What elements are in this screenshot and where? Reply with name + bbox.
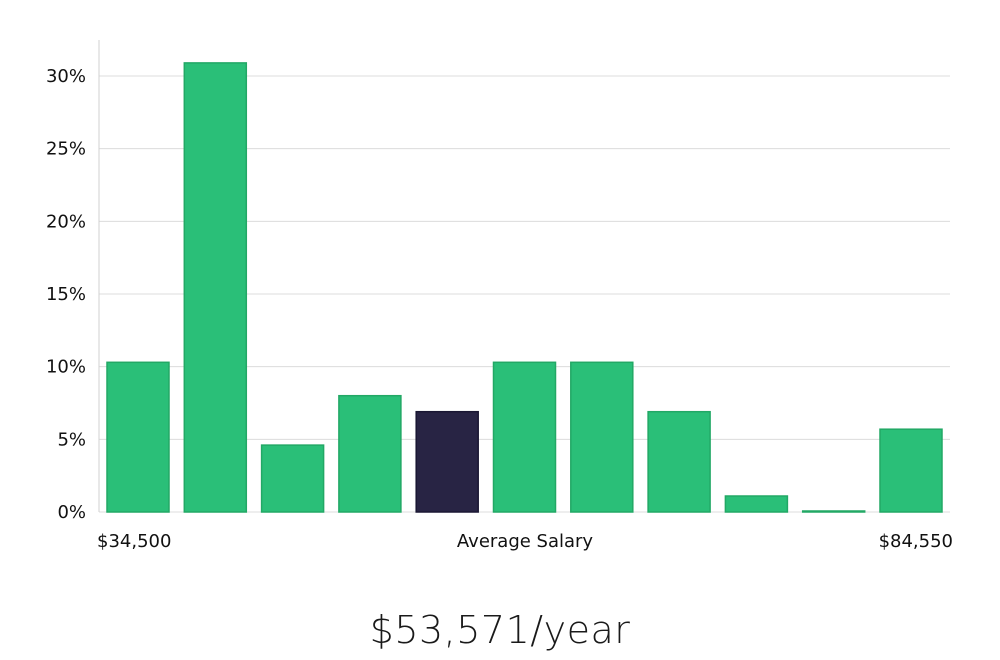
bar [260,444,325,513]
bar [879,428,943,513]
x-axis-title: Average Salary [457,531,594,552]
bar [338,394,402,513]
x-max-label: $84,550 [879,531,953,552]
x-min-label: $34,500 [97,531,171,552]
y-tick-label: 15% [46,284,86,305]
y-tick-label: 10% [46,357,86,378]
bar-highlighted [415,410,479,513]
y-tick-labels: 0% 5% 10% 15% 20% 25% 30% [46,66,86,523]
y-tick-label: 20% [46,211,86,232]
salary-histogram: 0% 5% 10% 15% 20% 25% 30% $34,500 Average Sala… [46,40,953,552]
y-tick-label: 25% [46,139,86,160]
average-salary-value: $53,571/year [369,608,631,652]
bar [570,361,634,513]
y-tick-label: 0% [57,502,86,523]
bar [492,361,557,513]
y-tick-label: 5% [57,429,86,450]
bar [724,495,789,513]
y-tick-label: 30% [46,66,86,87]
bar [106,361,170,513]
bar [183,62,248,513]
bars [106,62,943,513]
bar [647,410,711,513]
bar [801,510,866,513]
